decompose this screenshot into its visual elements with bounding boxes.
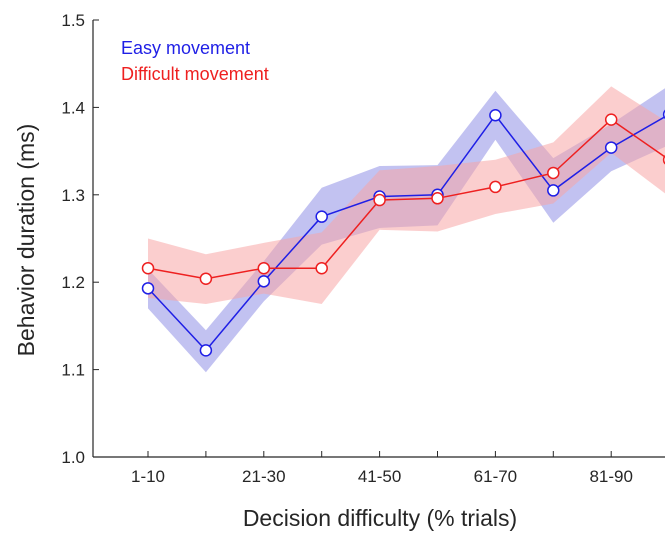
confidence-bands bbox=[148, 86, 665, 373]
y-tick-label: 1.1 bbox=[61, 361, 85, 380]
legend-entry-difficult: Difficult movement bbox=[121, 64, 269, 84]
data-point-difficult bbox=[257, 261, 271, 275]
data-point-easy bbox=[199, 344, 213, 357]
data-point-easy bbox=[604, 141, 618, 154]
axes: 1.0 1.1 1.2 1.3 1.4 1.5 1-10 21-30 41-50 61-70 81-… bbox=[61, 11, 665, 486]
legend-entry-easy: Easy movement bbox=[121, 38, 250, 58]
data-point-easy bbox=[315, 210, 328, 223]
y-tick-label: 1.0 bbox=[61, 448, 85, 467]
legend: Easy movement Difficult movement bbox=[121, 38, 269, 84]
y-axis-label: Behavior duration (ms) bbox=[13, 124, 39, 357]
data-point-difficult bbox=[141, 261, 155, 275]
data-point-easy bbox=[141, 282, 155, 295]
series-line-easy bbox=[147, 114, 665, 352]
x-tick-label: 81-90 bbox=[589, 467, 632, 486]
series-lines bbox=[147, 114, 665, 352]
y-tick-label: 1.5 bbox=[61, 11, 85, 30]
x-tick-label: 61-70 bbox=[474, 467, 517, 486]
y-tick-label: 1.3 bbox=[61, 186, 85, 205]
data-point-difficult bbox=[315, 261, 328, 275]
x-tick-label: 21-30 bbox=[242, 467, 285, 486]
data-point-difficult bbox=[199, 272, 213, 285]
series-points bbox=[141, 109, 665, 357]
data-point-easy bbox=[257, 275, 271, 288]
data-point-difficult bbox=[431, 192, 444, 205]
x-tick-label: 41-50 bbox=[358, 467, 401, 486]
data-point-easy bbox=[547, 184, 560, 197]
y-tick-label: 1.2 bbox=[61, 273, 85, 292]
data-point-difficult bbox=[604, 113, 618, 126]
series-line-difficult bbox=[147, 118, 665, 280]
data-point-difficult bbox=[547, 166, 560, 180]
data-point-difficult bbox=[489, 180, 502, 194]
x-axis-label: Decision difficulty (% trials) bbox=[243, 505, 517, 531]
x-tick-label: 1-10 bbox=[131, 467, 165, 486]
data-point-easy bbox=[489, 109, 502, 122]
y-tick-label: 1.4 bbox=[61, 98, 85, 117]
data-point-difficult bbox=[373, 193, 386, 207]
